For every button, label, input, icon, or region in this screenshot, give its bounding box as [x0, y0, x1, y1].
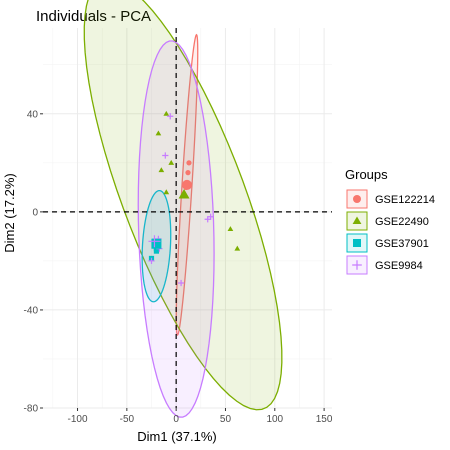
y-tick-label: -40	[24, 305, 39, 316]
legend: Groups GSE122214 GSE22490 GSE37901 GSE9984	[345, 167, 435, 275]
reference-lines	[43, 28, 332, 408]
x-tick-label: 150	[316, 414, 333, 425]
legend-item-GSE122214: GSE122214	[346, 189, 435, 209]
legend-marker	[352, 260, 362, 270]
legend-marker	[352, 216, 362, 225]
legend-label: GSE122214	[375, 194, 435, 206]
point-GSE22490	[234, 245, 241, 251]
x-axis-ticks: -100 -50 0 50 100 150	[68, 408, 333, 425]
point-GSE9984	[162, 152, 169, 159]
centroid-GSE9984	[148, 235, 161, 248]
point-GSE122214	[185, 170, 191, 176]
centroid-GSE37901	[151, 238, 162, 249]
point-GSE22490	[155, 130, 162, 136]
point-GSE22490	[163, 189, 170, 195]
point-GSE9984	[167, 113, 174, 120]
group-centroids	[148, 179, 193, 249]
y-axis-ticks: -80 -40 0 40	[24, 109, 43, 415]
point-GSE9984	[177, 279, 185, 287]
legend-label: GSE9984	[375, 260, 423, 272]
chart-title: Individuals - PCA	[36, 8, 151, 25]
panel-background	[43, 28, 332, 408]
legend-title: Groups	[345, 167, 388, 182]
point-GSE9984	[148, 257, 155, 265]
x-tick-label: -50	[120, 414, 135, 425]
point-GSE122214	[186, 160, 192, 166]
point-GSE22490	[227, 226, 234, 232]
centroid-GSE22490	[178, 189, 190, 199]
x-tick-label: 100	[266, 414, 283, 425]
x-axis-title: Dim1 (37.1%)	[137, 429, 216, 444]
point-GSE37901	[153, 248, 160, 254]
y-tick-label: 0	[32, 207, 38, 218]
x-tick-label: -100	[68, 414, 88, 425]
y-axis-title: Dim2 (17.2%)	[2, 173, 17, 252]
legend-marker	[353, 239, 361, 247]
point-GSE9984	[204, 216, 211, 223]
point-GSE22490	[168, 159, 175, 165]
centroid-GSE122214	[182, 179, 193, 190]
y-tick-label: -80	[24, 404, 39, 415]
y-tick-label: 40	[27, 109, 39, 120]
legend-item-GSE37901: GSE37901	[346, 233, 429, 253]
point-GSE22490	[158, 167, 165, 173]
point-GSE22490	[163, 110, 170, 116]
x-tick-label: 0	[173, 414, 179, 425]
legend-label: GSE22490	[375, 216, 429, 228]
legend-item-GSE22490: GSE22490	[346, 211, 429, 231]
x-tick-label: 50	[220, 414, 232, 425]
legend-label: GSE37901	[375, 238, 429, 250]
legend-marker	[353, 195, 361, 203]
legend-item-GSE9984: GSE9984	[346, 255, 423, 275]
